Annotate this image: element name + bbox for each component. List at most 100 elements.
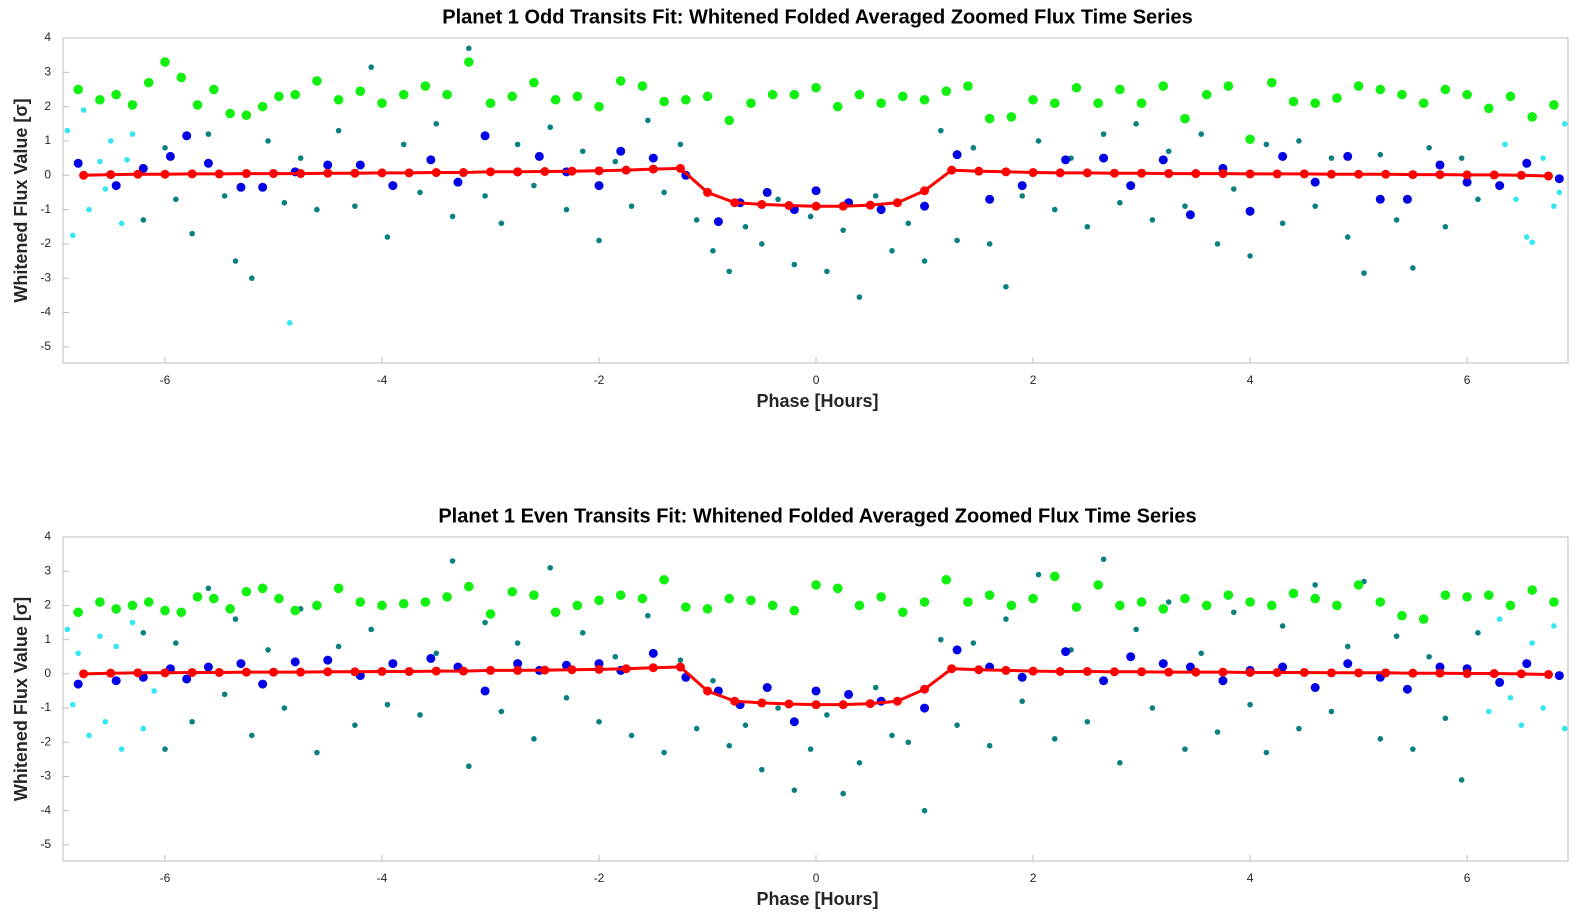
point [258,679,268,689]
point [124,157,130,163]
point [1055,666,1065,676]
point [1230,609,1237,616]
point [1393,633,1400,640]
point [872,684,879,691]
point [1495,181,1505,191]
point [113,643,119,650]
point [160,668,170,678]
point [954,237,960,244]
point [111,676,121,686]
point [807,746,814,752]
point [433,650,440,657]
point [693,217,700,223]
point [111,604,121,614]
point [140,217,147,223]
point [269,169,279,179]
point [710,677,716,684]
point [404,168,414,178]
point [133,169,143,179]
point [86,732,92,739]
point [1055,168,1065,178]
point [1485,708,1492,715]
point [350,667,360,677]
point [1201,89,1212,100]
point [615,590,626,600]
point [1328,155,1335,161]
point [323,667,333,677]
point [388,181,398,191]
point [1191,667,1201,677]
point [1343,659,1353,669]
point [1551,623,1557,629]
point [567,166,577,176]
y-tick-label: 3 [44,64,51,78]
point [1310,593,1320,604]
point [1003,284,1009,290]
point [69,701,76,708]
point [1035,138,1042,144]
point [189,230,195,237]
point [140,725,147,732]
point [1071,602,1082,612]
point [1028,666,1038,676]
point [257,583,268,594]
point [1556,189,1563,196]
point [767,89,778,100]
y-tick-label: 0 [44,666,51,680]
point [1435,668,1445,678]
point [431,666,441,676]
point [426,155,436,165]
point [811,82,821,93]
point [1551,203,1557,209]
point [677,141,684,148]
point [75,650,81,657]
point [547,564,553,571]
point [1061,155,1071,165]
point [398,89,409,100]
point [513,665,523,675]
point [442,89,452,100]
point [160,169,170,179]
point [106,170,116,180]
point [1017,672,1027,682]
point [1505,600,1516,611]
point [596,237,602,244]
point [173,196,179,203]
point [138,163,148,173]
chart-title: Planet 1 Even Transits Fit: Whitened Fol… [438,505,1196,527]
point [290,657,300,667]
point [400,141,407,148]
point [1518,722,1525,728]
y-tick-label: -3 [40,769,51,783]
point [1164,667,1174,677]
point [919,94,930,105]
point [249,275,255,282]
point [1299,169,1309,179]
x-tick-label: -6 [160,871,171,885]
point [1218,169,1228,179]
point [404,666,414,676]
point [1017,181,1027,191]
point [811,700,821,710]
point [1332,93,1342,103]
point [1201,600,1212,611]
point [628,203,635,209]
point [1218,676,1228,686]
point [594,664,604,674]
point [486,167,496,177]
point [1133,120,1139,127]
point [160,605,170,616]
point [1397,610,1407,621]
point [947,165,957,175]
point [482,619,488,626]
point [1426,653,1432,660]
point [458,666,468,676]
point [241,169,251,179]
point [368,64,374,70]
point [1462,177,1472,187]
point [176,607,187,618]
point [225,604,235,614]
point [856,760,863,766]
point [920,703,930,713]
point [143,77,154,88]
